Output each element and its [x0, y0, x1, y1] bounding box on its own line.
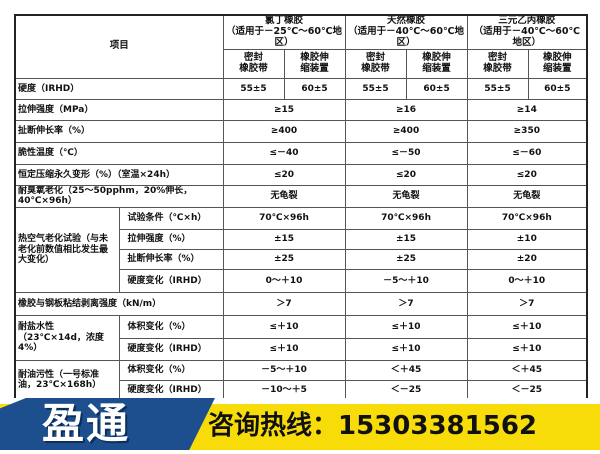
- value-cell: －5～＋10: [344, 268, 468, 293]
- row-label: 拉伸强度（MPa）: [14, 98, 224, 121]
- value-cell: ≥15: [222, 98, 346, 121]
- value-cell: ＞7: [344, 291, 468, 316]
- sub-row-label: 扯断伸长率（%）: [118, 248, 224, 270]
- table-row: 硬度（IRHD） 55±5 60±5 55±5 60±5 55±5 60±5: [14, 77, 588, 100]
- header-subcolumn: 橡胶伸 缩装置: [527, 48, 588, 79]
- header-subcolumn: 密封 橡胶带: [466, 48, 529, 79]
- value-cell: ±10: [466, 228, 588, 250]
- row-label: 硬度（IRHD）: [14, 77, 224, 100]
- sub-row-label: 拉伸强度（%）: [118, 228, 224, 250]
- value-cell: ±20: [466, 248, 588, 270]
- value-cell: 0～＋10: [466, 268, 588, 293]
- value-cell: ≤－50: [344, 141, 468, 165]
- value-cell: ≤20: [222, 163, 346, 186]
- row-label: 耐臭氧老化（25～50pphm，20%伸长，40℃×96h）: [14, 184, 224, 208]
- table-row: 扯断伸长率（%） ±25 ±25 ±20: [15, 248, 588, 270]
- value-cell: 70℃×96h: [466, 206, 588, 230]
- value-cell: ＜＋45: [466, 359, 588, 381]
- group-label: 耐盐水性（23℃×14d，浓度4%）: [14, 314, 120, 361]
- value-cell: ≤－40: [222, 141, 346, 165]
- value-cell: ≤＋10: [466, 337, 588, 361]
- value-cell: ≤20: [466, 163, 588, 186]
- brand-badge: [0, 398, 215, 450]
- sub-row-label: 硬度变化（IRHD）: [118, 337, 224, 361]
- table-row: 耐臭氧老化（25～50pphm，20%伸长，40℃×96h） 无龟裂 无龟裂 无龟裂: [14, 184, 588, 208]
- table-row: 耐盐水性（23℃×14d，浓度4%） 体积变化（%） ≤＋10 ≤＋10 ≤＋10: [14, 314, 588, 361]
- value-cell: －5～＋10: [222, 359, 346, 381]
- brand-logo-text: 盈通: [42, 399, 131, 448]
- value-cell: 55±5: [344, 77, 407, 100]
- sub-row-label: 体积变化（%）: [118, 359, 224, 381]
- value-cell: ＞7: [222, 291, 346, 316]
- value-cell: ≤20: [344, 163, 468, 186]
- sub-row-label: 硬度变化（IRHD）: [118, 268, 224, 293]
- banner-top-strip: [0, 398, 600, 404]
- table-row: 硬度变化（IRHD） 0～＋10 －5～＋10 0～＋10: [15, 268, 588, 293]
- value-cell: 0～＋10: [222, 268, 346, 293]
- table-row: 硬度变化（IRHD） －10～＋5 ＜－25 ＜－25: [15, 379, 588, 401]
- header-subcolumn: 密封 橡胶带: [222, 48, 285, 79]
- sub-row-label: 体积变化（%）: [118, 314, 224, 339]
- table-row: 拉伸强度（MPa） ≥15 ≥16 ≥14: [14, 98, 588, 121]
- value-cell: ≤＋10: [344, 314, 468, 339]
- table-row: 密封 橡胶带 橡胶伸 缩装置 密封 橡胶带 橡胶伸 缩装置 密封 橡胶带 橡胶伸 缩装置: [15, 48, 588, 79]
- value-cell: ≥14: [466, 98, 588, 121]
- header-subcolumn: 密封 橡胶带: [344, 48, 407, 79]
- value-cell: 无龟裂: [466, 184, 588, 208]
- table-row: 扯断伸长率（%） ≥400 ≥400 ≥350: [14, 119, 588, 143]
- group-label: 耐油污性（一号标准油，23℃×168h）: [14, 359, 120, 401]
- value-cell: ＜＋45: [344, 359, 468, 381]
- table-row: 热空气老化试验（与未老化前数值相比发生最大变化） 试验条件（℃×h） 70℃×96h…: [14, 206, 588, 293]
- value-cell: 无龟裂: [344, 184, 468, 208]
- value-cell: ≥350: [466, 119, 588, 143]
- table-row: 耐油污性（一号标准油，23℃×168h） 体积变化（%） －5～＋10 ＜＋45 ＜＋4…: [14, 359, 588, 401]
- table-row: 脆性温度（℃） ≤－40 ≤－50 ≤－60: [14, 141, 588, 165]
- value-cell: 70℃×96h: [222, 206, 346, 230]
- value-cell: ≤＋10: [222, 337, 346, 361]
- value-cell: ≤＋10: [466, 314, 588, 339]
- value-cell: ≥16: [344, 98, 468, 121]
- row-label: 橡胶与钢板粘结剥离强度（kN/m）: [14, 291, 224, 316]
- group-label: 热空气老化试验（与未老化前数值相比发生最大变化）: [14, 206, 120, 293]
- value-cell: 55±5: [222, 77, 285, 100]
- table-row: 项目 氯丁橡胶 （适用于－25℃～60℃地区） 天然橡胶 （适用于－40℃～60℃地区）…: [14, 14, 588, 79]
- table-row: 硬度变化（IRHD） ≤＋10 ≤＋10 ≤＋10: [15, 337, 588, 361]
- value-cell: ±15: [222, 228, 346, 250]
- header-subcolumn: 橡胶伸 缩装置: [283, 48, 346, 79]
- row-label: 扯断伸长率（%）: [14, 119, 224, 143]
- row-label: 脆性温度（℃）: [14, 141, 224, 165]
- spec-table: 项目 氯丁橡胶 （适用于－25℃～60℃地区） 天然橡胶 （适用于－40℃～60℃地区）…: [14, 14, 589, 402]
- value-cell: ≤＋10: [222, 314, 346, 339]
- header-group-2: 三元乙丙橡胶 （适用于－40℃～60℃地区）: [466, 14, 588, 50]
- value-cell: 60±5: [527, 77, 588, 100]
- value-cell: 60±5: [405, 77, 468, 100]
- value-cell: ±15: [344, 228, 468, 250]
- value-cell: ≤－60: [466, 141, 588, 165]
- value-cell: ≤＋10: [344, 337, 468, 361]
- value-cell: ＞7: [466, 291, 588, 316]
- value-cell: 无龟裂: [222, 184, 346, 208]
- value-cell: 70℃×96h: [344, 206, 468, 230]
- header-item-label: 项目: [14, 14, 224, 79]
- hotline-banner: 盈通 咨询热线：15303381562: [0, 398, 600, 450]
- row-label: 恒定压缩永久变形（%）（室温×24h）: [14, 163, 224, 186]
- hotline-text: 咨询热线：15303381562: [208, 411, 537, 441]
- header-group-0: 氯丁橡胶 （适用于－25℃～60℃地区）: [222, 14, 346, 50]
- header-subcolumn: 橡胶伸 缩装置: [405, 48, 468, 79]
- value-cell: ±25: [222, 248, 346, 270]
- value-cell: ≥400: [222, 119, 346, 143]
- sub-row-label: 试验条件（℃×h）: [118, 206, 224, 230]
- value-cell: ≥400: [344, 119, 468, 143]
- table-row: 恒定压缩永久变形（%）（室温×24h） ≤20 ≤20 ≤20: [14, 163, 588, 186]
- header-group-1: 天然橡胶 （适用于－40℃～60℃地区）: [344, 14, 468, 50]
- table-row: 橡胶与钢板粘结剥离强度（kN/m） ＞7 ＞7 ＞7: [14, 291, 588, 316]
- value-cell: 60±5: [283, 77, 346, 100]
- value-cell: ±25: [344, 248, 468, 270]
- value-cell: 55±5: [466, 77, 529, 100]
